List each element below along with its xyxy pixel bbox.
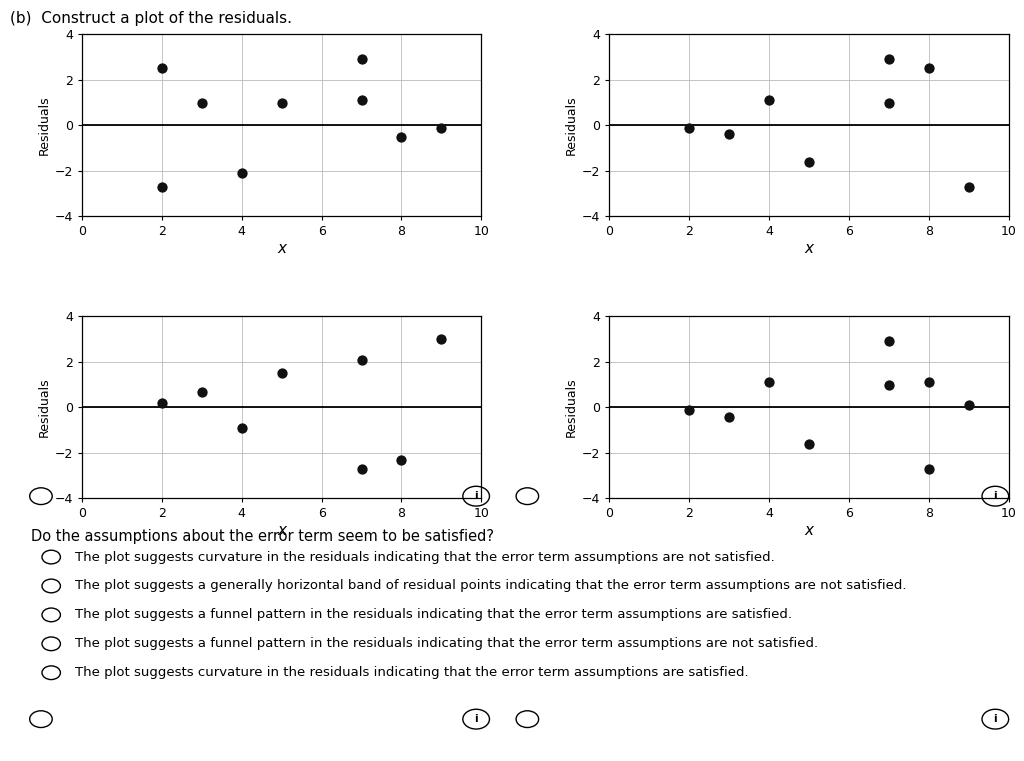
Text: i: i (474, 714, 478, 724)
Text: i: i (993, 491, 997, 501)
Point (881, 97, 897, 109)
X-axis label: x: x (805, 524, 813, 538)
Point (881, 336, 897, 348)
Point (921, 463, 937, 475)
Text: i: i (474, 491, 478, 501)
Point (921, 377, 937, 389)
Point (801, 155, 817, 167)
Point (233, 167, 250, 179)
Point (273, 97, 290, 109)
Text: Do the assumptions about the error term seem to be satisfied?: Do the assumptions about the error term … (31, 529, 494, 544)
Point (761, 377, 777, 389)
Y-axis label: Residuals: Residuals (564, 377, 578, 438)
Text: (b)  Construct a plot of the residuals.: (b) Construct a plot of the residuals. (10, 11, 292, 27)
Y-axis label: Residuals: Residuals (564, 95, 578, 155)
X-axis label: x: x (278, 241, 286, 256)
Point (681, 403, 697, 416)
Point (681, 122, 697, 134)
Point (194, 97, 210, 109)
Text: i: i (993, 714, 997, 724)
Point (154, 62, 170, 75)
Text: The plot suggests curvature in the residuals indicating that the error term assu: The plot suggests curvature in the resid… (75, 666, 749, 680)
Point (921, 62, 937, 75)
Text: The plot suggests a generally horizontal band of residual points indicating that: The plot suggests a generally horizontal… (75, 579, 906, 593)
Point (273, 368, 290, 380)
Point (761, 94, 777, 107)
Point (881, 53, 897, 65)
Point (353, 53, 370, 65)
Point (801, 438, 817, 450)
X-axis label: x: x (278, 524, 286, 538)
Text: The plot suggests a funnel pattern in the residuals indicating that the error te: The plot suggests a funnel pattern in th… (75, 637, 818, 651)
X-axis label: x: x (805, 241, 813, 256)
Point (233, 422, 250, 434)
Point (393, 131, 410, 143)
Point (194, 385, 210, 397)
Point (433, 122, 450, 134)
Point (154, 180, 170, 193)
Point (721, 129, 737, 141)
Point (433, 333, 450, 345)
Y-axis label: Residuals: Residuals (37, 95, 50, 155)
Point (393, 454, 410, 466)
Text: The plot suggests curvature in the residuals indicating that the error term assu: The plot suggests curvature in the resid… (75, 550, 774, 564)
Point (881, 378, 897, 390)
Point (961, 180, 977, 193)
Point (353, 94, 370, 107)
Text: The plot suggests a funnel pattern in the residuals indicating that the error te: The plot suggests a funnel pattern in th… (75, 608, 792, 622)
Point (154, 396, 170, 409)
Y-axis label: Residuals: Residuals (37, 377, 50, 438)
Point (353, 354, 370, 366)
Point (961, 399, 977, 411)
Point (721, 410, 737, 422)
Point (353, 463, 370, 475)
